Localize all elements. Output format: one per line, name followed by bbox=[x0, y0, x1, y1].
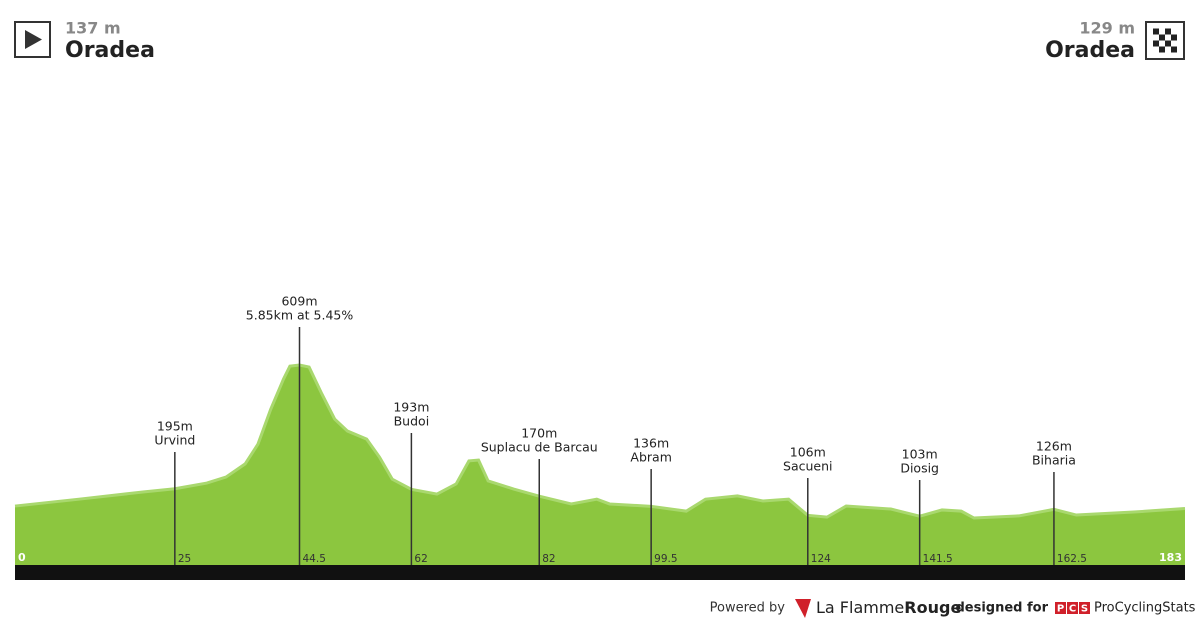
pcs-letter: S bbox=[1081, 604, 1088, 615]
x-tick-label: 162.5 bbox=[1057, 553, 1087, 565]
checker-square bbox=[1165, 40, 1171, 47]
powered-by: Powered by bbox=[710, 601, 786, 616]
annotation-text: 609m bbox=[281, 294, 317, 309]
x-tick-label: 99.5 bbox=[654, 553, 677, 565]
x-tick-label: 0 bbox=[18, 551, 26, 564]
annotation-text: Budoi bbox=[394, 414, 430, 429]
annotation-text: 170m bbox=[521, 426, 557, 441]
pcs-box bbox=[1079, 602, 1090, 614]
annotation-text: Biharia bbox=[1032, 453, 1076, 468]
elevation-area bbox=[15, 366, 1185, 565]
finish-name: Oradea bbox=[1045, 38, 1135, 63]
checker-square bbox=[1153, 28, 1159, 35]
checker-square bbox=[1171, 34, 1177, 41]
annotation-text: 106m bbox=[790, 445, 826, 460]
site-name: ProCyclingStats bbox=[1094, 601, 1196, 616]
x-tick-label: 62 bbox=[414, 553, 427, 565]
x-tick-label: 25 bbox=[178, 553, 191, 565]
annotation-text: Diosig bbox=[900, 461, 939, 476]
checker-square bbox=[1159, 34, 1165, 41]
x-tick-label: 124 bbox=[811, 553, 831, 565]
distance-bar bbox=[15, 565, 1185, 580]
x-tick-label: 183 bbox=[1159, 551, 1182, 564]
annotation-text: Urvind bbox=[154, 433, 195, 448]
checker-square bbox=[1171, 46, 1177, 53]
brand-part: Rouge bbox=[904, 598, 961, 617]
checker-square bbox=[1153, 40, 1159, 47]
pcs-letter: C bbox=[1069, 604, 1076, 615]
x-tick-label: 141.5 bbox=[923, 553, 953, 565]
annotation-text: 5.85km at 5.45% bbox=[246, 308, 354, 323]
pcs-box bbox=[1055, 602, 1066, 614]
x-tick-label: 44.5 bbox=[303, 553, 326, 565]
flamme-logo bbox=[795, 599, 811, 618]
annotation-text: 193m bbox=[393, 400, 429, 415]
x-tick-label: 82 bbox=[542, 553, 555, 565]
pcs-box bbox=[1067, 602, 1078, 614]
annotation-text: 195m bbox=[157, 419, 193, 434]
annotation-text: Abram bbox=[630, 450, 671, 465]
annotation-text: 103m bbox=[902, 447, 938, 462]
annotation-text: 136m bbox=[633, 436, 669, 451]
annotation-text: Sacueni bbox=[783, 459, 832, 474]
start-icon bbox=[14, 21, 51, 58]
annotation-text: Suplacu de Barcau bbox=[481, 440, 598, 455]
designed-for: designed for bbox=[955, 601, 1048, 616]
annotation-text: 126m bbox=[1036, 439, 1072, 454]
pcs-letter: P bbox=[1057, 604, 1064, 615]
brand: La FlammeRouge bbox=[816, 598, 961, 617]
start-elevation: 137 m bbox=[65, 19, 121, 38]
start-name: Oradea bbox=[65, 38, 155, 63]
checker-square bbox=[1165, 28, 1171, 35]
checker bbox=[1153, 28, 1177, 53]
play-icon bbox=[25, 30, 42, 49]
brand-part: La Flamme bbox=[816, 598, 904, 617]
finish-elevation: 129 m bbox=[1079, 19, 1135, 38]
checker-square bbox=[1159, 46, 1165, 53]
